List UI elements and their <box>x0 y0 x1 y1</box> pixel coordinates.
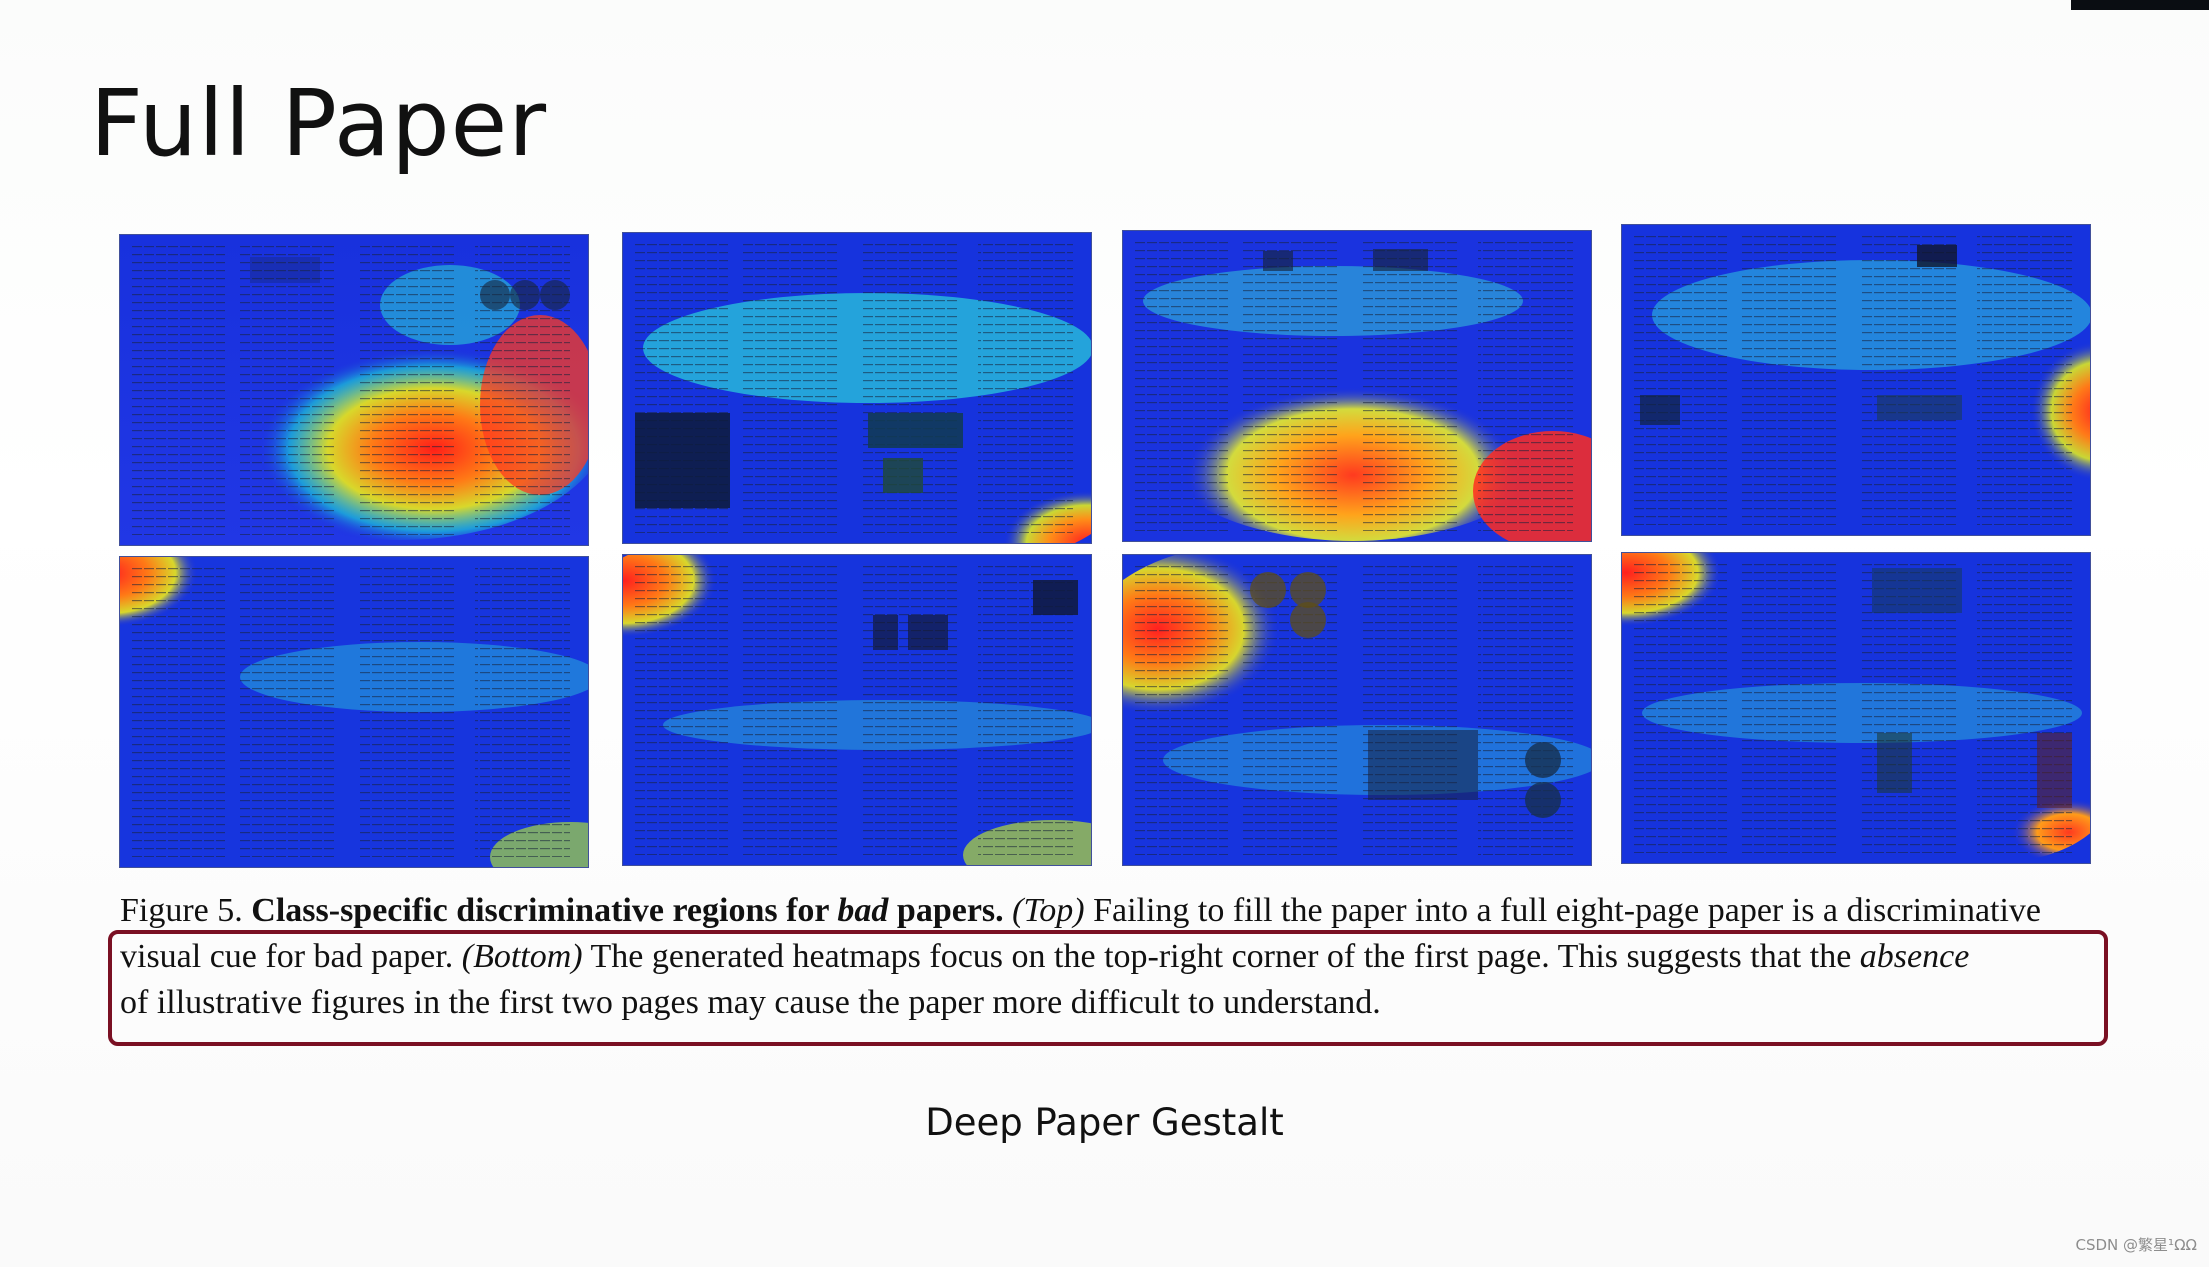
caption-line-3: of illustrative figures in the first two… <box>120 984 1381 1021</box>
caption-figure-number: Figure 5. <box>120 892 252 929</box>
slide-footer: Deep Paper Gestalt <box>925 1101 1284 1144</box>
paper-thumbnail-bottom-3 <box>1123 555 1591 865</box>
figure-caption: Figure 5. Class-specific discriminative … <box>120 888 2100 1026</box>
paper-thumbnail-top-1 <box>120 235 588 545</box>
figure-grid <box>120 225 2095 867</box>
slide-title: Full Paper <box>90 70 548 177</box>
caption-line-1-text: Failing to fill the paper into a full ei… <box>1084 892 2042 929</box>
caption-top-label: (Top) <box>1003 892 1085 929</box>
caption-bottom-label: (Bottom) <box>461 938 583 975</box>
caption-bold-italic-word: bad <box>837 892 889 929</box>
caption-line-2: visual cue for bad paper. (Bottom) The g… <box>120 934 2100 980</box>
caption-line-2-text: The generated heatmaps focus on the top-… <box>582 938 1860 975</box>
caption-line-1: Figure 5. Class-specific discriminative … <box>120 888 2100 934</box>
caption-bold-heading-a: Class-specific discriminative regions fo… <box>251 892 838 929</box>
caption-line-2-start: visual cue for bad paper. <box>120 938 462 975</box>
corner-mark <box>2071 0 2209 10</box>
paper-thumbnail-top-3 <box>1123 231 1591 541</box>
paper-thumbnail-bottom-1 <box>120 557 588 867</box>
paper-thumbnail-bottom-2 <box>623 555 1091 865</box>
caption-highlight-box <box>108 930 2108 1046</box>
paper-thumbnail-top-4 <box>1622 225 2090 535</box>
watermark: CSDN @繁星¹ΩΩ <box>2075 1236 2197 1254</box>
paper-thumbnail-bottom-4 <box>1622 553 2090 863</box>
paper-thumbnail-top-2 <box>623 233 1091 543</box>
caption-absence-word: absence <box>1859 938 1970 975</box>
caption-bold-heading-b: papers. <box>888 892 1004 929</box>
